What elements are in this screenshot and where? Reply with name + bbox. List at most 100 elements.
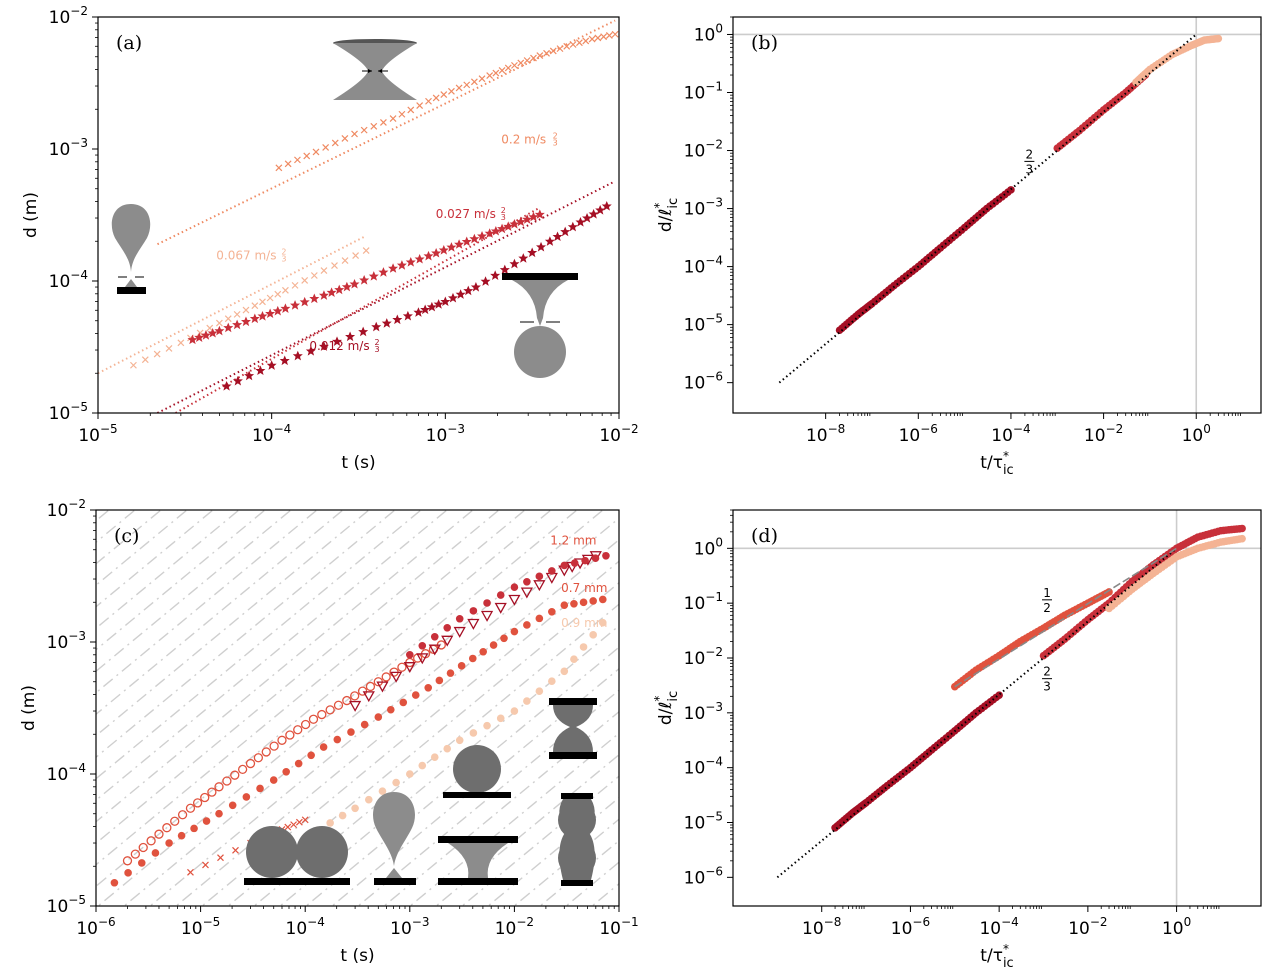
- data-point: [192, 798, 203, 808]
- data-point: [266, 294, 274, 302]
- data-point: [498, 67, 506, 74]
- data-point: [563, 42, 571, 50]
- data-point: [232, 319, 243, 330]
- data-point: [548, 677, 556, 686]
- annotation-exponent-denominator: 3: [375, 345, 380, 354]
- data-point: [341, 135, 349, 142]
- y-tick-label: 10−3: [47, 629, 86, 653]
- data-point: [552, 231, 563, 242]
- data-point: [598, 618, 607, 627]
- data-point: [569, 41, 577, 48]
- data-point: [351, 130, 358, 138]
- data-point: [290, 821, 298, 829]
- data-point: [416, 653, 429, 665]
- inset-pendant-drop-on-plate: [373, 792, 416, 885]
- data-point: [349, 278, 360, 289]
- data-point: [222, 776, 232, 786]
- x-tick-label: 10−5: [181, 915, 220, 939]
- annotation-exponent-denominator: 3: [281, 255, 286, 264]
- data-point: [601, 200, 612, 211]
- hatch-line: [226, 581, 619, 906]
- data-point: [232, 375, 243, 386]
- data-point: [438, 245, 449, 255]
- panel-c-data: [110, 551, 610, 887]
- data-point: [560, 561, 569, 570]
- data-point: [426, 301, 437, 312]
- data-point: [588, 208, 599, 219]
- y-tick-label: 10−6: [684, 370, 723, 394]
- data-point: [151, 849, 160, 857]
- series-annotation: 0.067 m/s: [216, 249, 276, 263]
- data-point: [430, 632, 439, 641]
- x-axis-label: t (s): [340, 946, 374, 966]
- data-point: [390, 671, 403, 683]
- y-tick-label: 10−5: [49, 400, 88, 424]
- data-point: [579, 598, 588, 607]
- data-point: [1214, 34, 1223, 43]
- data-point: [215, 809, 223, 818]
- data-point: [490, 225, 501, 236]
- x-axis-label: t/τ* ic: [980, 942, 1013, 971]
- panel-d-data: [733, 510, 1261, 906]
- annotation-exponent-denominator: 3: [553, 139, 558, 148]
- data-point: [282, 767, 290, 776]
- data-point: [548, 607, 556, 616]
- x-tick-label: 10−8: [802, 915, 841, 939]
- y-tick-label: 10−5: [684, 312, 723, 336]
- data-point: [300, 719, 311, 730]
- data-point: [454, 239, 465, 249]
- data-point: [388, 263, 399, 273]
- data-point: [177, 339, 185, 347]
- data-point: [124, 869, 132, 877]
- data-point: [589, 597, 597, 605]
- x-tick-label: 10−2: [599, 422, 638, 446]
- data-point: [291, 281, 299, 289]
- data-point: [518, 253, 529, 263]
- y-axis-label: d (m): [19, 685, 39, 731]
- data-point: [269, 741, 279, 751]
- data-point: [290, 300, 301, 310]
- hatch-line: [96, 510, 423, 780]
- data-point: [496, 591, 505, 599]
- data-point: [432, 94, 440, 102]
- panel-b-data: [733, 17, 1261, 413]
- data-point: [187, 868, 194, 876]
- x-tick-label: 10−6: [891, 915, 930, 939]
- axes-frame: [95, 509, 620, 907]
- data-point: [411, 691, 420, 699]
- data-point: [331, 262, 338, 269]
- data-point: [418, 761, 427, 770]
- y-tick-label: 10−2: [684, 645, 723, 669]
- y-tick-label: 10−4: [49, 268, 88, 292]
- data-point: [510, 583, 519, 592]
- hatch-line: [96, 510, 371, 737]
- data-point: [570, 599, 578, 608]
- data-point: [299, 296, 310, 307]
- data-point: [326, 287, 337, 298]
- y-tick-label: 10−2: [684, 138, 723, 162]
- data-point: [402, 310, 413, 321]
- data-point: [228, 801, 237, 810]
- data-point: [317, 709, 327, 720]
- hatch-line: [616, 904, 619, 906]
- data-point: [483, 599, 491, 607]
- y-tick-label: 10−4: [47, 761, 86, 785]
- data-point: [455, 289, 466, 299]
- data-point: [483, 721, 491, 730]
- data-point: [244, 370, 255, 381]
- data-point: [200, 330, 211, 340]
- data-point: [535, 614, 544, 623]
- data-point: [357, 686, 368, 696]
- data-point: [292, 350, 303, 361]
- data-point: [130, 361, 137, 369]
- slope-fraction-numerator: 1: [1043, 586, 1051, 600]
- data-point: [310, 272, 318, 279]
- hatch-line: [684, 486, 1204, 916]
- panel-label: (a): [116, 32, 142, 54]
- data-point: [469, 233, 480, 244]
- data-point: [523, 621, 531, 629]
- hatch-line: [658, 486, 1178, 916]
- data-point: [359, 275, 370, 285]
- data-point: [364, 795, 373, 804]
- data-point: [423, 250, 434, 261]
